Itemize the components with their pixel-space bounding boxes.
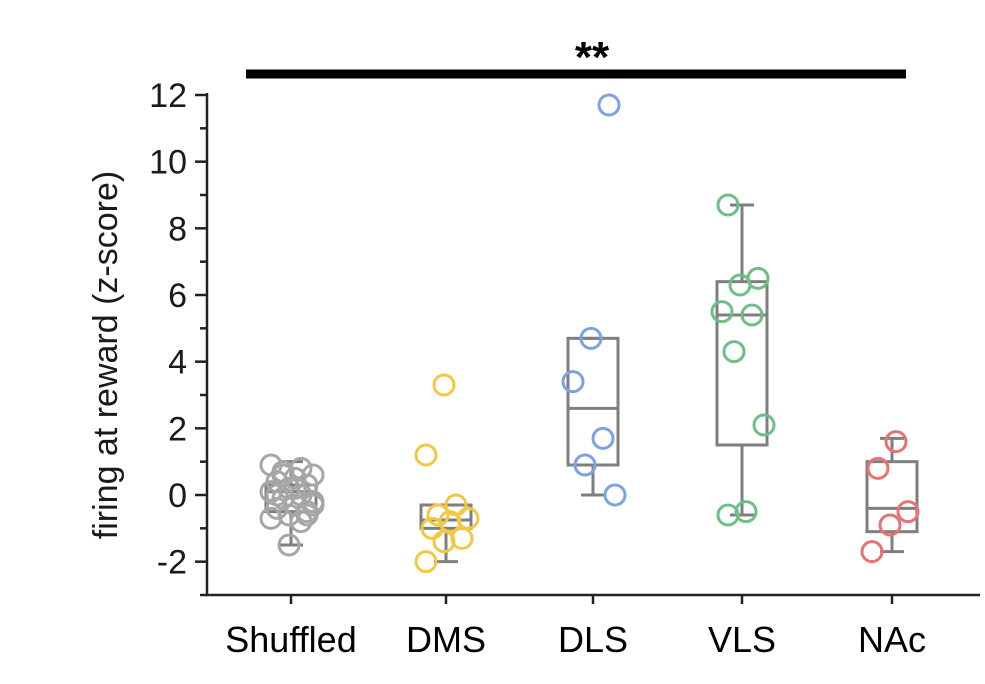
box-iqr (865, 460, 919, 534)
x-tick-label-nac: NAc (858, 619, 926, 660)
axes: -2 0 2 4 6 8 10 12 Shuffled DMS DLS VLS NAc (149, 77, 980, 660)
group-vls (710, 193, 776, 527)
x-tick-label-dms: DMS (406, 619, 486, 660)
y-axis-title: firing at reward (z-score) (87, 171, 125, 539)
data-point (716, 193, 740, 217)
data-point (722, 340, 746, 364)
group-nac (860, 430, 920, 564)
x-tick-label-shuffled: Shuffled (225, 619, 356, 660)
data-point (878, 513, 902, 537)
data-point (597, 93, 621, 117)
data-point (271, 463, 295, 487)
data-point (561, 370, 585, 394)
x-tick-label-dls: DLS (558, 619, 628, 660)
x-tick-labels: Shuffled DMS DLS VLS NAc (225, 595, 926, 660)
data-point (414, 443, 438, 467)
y-tick-label: -2 (157, 544, 187, 582)
data-point (603, 483, 627, 507)
data-point (752, 413, 776, 437)
data-point (295, 503, 319, 527)
y-tick-label: 10 (149, 144, 187, 182)
data-point (728, 273, 752, 297)
data-point (884, 430, 908, 454)
data-point (591, 426, 615, 450)
group-shuffled (259, 453, 325, 557)
data-point (414, 550, 438, 574)
plot-area (259, 93, 920, 574)
data-point (740, 303, 764, 327)
data-point (420, 516, 444, 540)
box-iqr (715, 280, 769, 447)
data-point (289, 510, 313, 534)
x-tick-label-vls: VLS (708, 619, 776, 660)
data-point (573, 453, 597, 477)
y-tick-label: 0 (168, 477, 187, 515)
data-point (432, 373, 456, 397)
data-point (866, 456, 890, 480)
data-point (426, 503, 450, 527)
y-tick-label: 8 (168, 210, 187, 248)
y-tick-label: 12 (149, 77, 187, 115)
data-point (265, 483, 289, 507)
data-point (432, 530, 456, 554)
y-ticks: -2 0 2 4 6 8 10 12 (149, 77, 207, 597)
y-tick-label: 6 (168, 277, 187, 315)
data-point (716, 503, 740, 527)
data-point (860, 540, 884, 564)
data-point (710, 300, 734, 324)
y-tick-label: 4 (168, 344, 187, 382)
y-tick-label: 2 (168, 410, 187, 448)
group-dls (561, 93, 627, 507)
box-iqr (566, 336, 620, 467)
significance-label: ** (575, 33, 610, 82)
data-point (259, 506, 283, 530)
group-dms (414, 373, 480, 574)
data-point (579, 326, 603, 350)
data-point (277, 533, 301, 557)
significance-annotation: ** (246, 33, 906, 82)
data-point (896, 500, 920, 524)
